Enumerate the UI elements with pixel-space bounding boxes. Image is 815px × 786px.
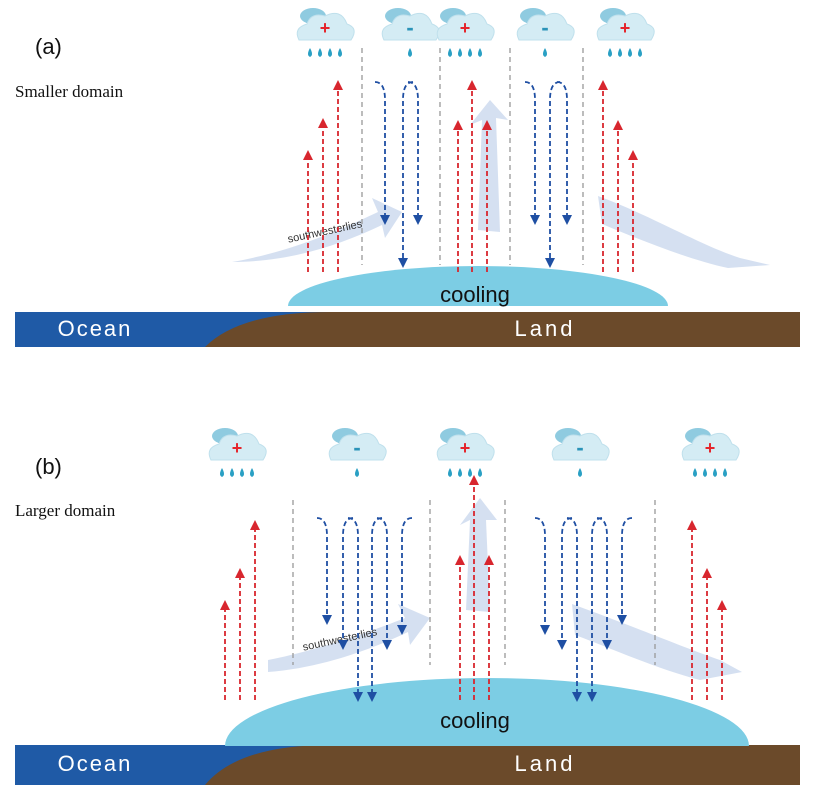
cloud-sign: -: [541, 15, 548, 40]
diagram: southwesterlies+-+-+(a)Smaller domaincoo…: [0, 0, 815, 786]
raindrop: [468, 48, 472, 57]
panel-caption: Larger domain: [15, 501, 116, 520]
arrow-head: [322, 615, 332, 625]
wind-arrow: [470, 100, 508, 232]
raindrop: [723, 468, 727, 477]
arrow-head: [598, 80, 608, 90]
raindrop: [628, 48, 632, 57]
arrow-head: [717, 600, 727, 610]
arrow-head: [467, 80, 477, 90]
raindrop: [478, 468, 482, 477]
raindrop: [638, 48, 642, 57]
cloud-sign: +: [320, 18, 331, 38]
downdraft: [562, 518, 572, 642]
land: [205, 312, 800, 347]
raindrop: [478, 48, 482, 57]
downdraft: [372, 518, 382, 694]
arrow-head: [562, 215, 572, 225]
arrow-head: [318, 118, 328, 128]
cloud-sign: +: [232, 438, 243, 458]
cloud-sign: +: [620, 18, 631, 38]
arrow-head: [545, 258, 555, 268]
wind-arrow: [572, 604, 742, 680]
raindrop: [458, 48, 462, 57]
wind-arrow: [460, 498, 497, 612]
panel-caption: Smaller domain: [15, 82, 124, 101]
panel-label: (a): [35, 34, 62, 59]
downdraft: [557, 82, 567, 217]
raindrop: [468, 468, 472, 477]
cloud-sign: -: [353, 435, 360, 460]
raindrop: [713, 468, 717, 477]
cooling-label: cooling: [440, 708, 510, 733]
raindrop: [318, 48, 322, 57]
arrow-head: [530, 215, 540, 225]
wind-arrow: [598, 196, 770, 268]
raindrop: [408, 48, 412, 57]
raindrop: [230, 468, 234, 477]
downdraft: [592, 518, 602, 694]
arrow-head: [333, 80, 343, 90]
downdraft: [348, 518, 358, 694]
arrow-head: [540, 625, 550, 635]
raindrop: [448, 48, 452, 57]
raindrop: [703, 468, 707, 477]
downdraft: [622, 518, 632, 617]
arrow-head: [557, 640, 567, 650]
downdraft: [403, 82, 413, 260]
arrow-head: [613, 120, 623, 130]
arrow-head: [453, 120, 463, 130]
cooling-label: cooling: [440, 282, 510, 307]
arrow-head: [398, 258, 408, 268]
raindrop: [693, 468, 697, 477]
downdraft: [375, 82, 385, 217]
raindrop: [458, 468, 462, 477]
cloud-sign: -: [406, 15, 413, 40]
arrow-head: [687, 520, 697, 530]
downdraft: [550, 82, 560, 260]
downdraft: [408, 82, 418, 217]
land: [205, 745, 800, 785]
raindrop: [578, 468, 582, 477]
cloud-sign: -: [576, 435, 583, 460]
ocean-label: Ocean: [58, 316, 133, 341]
downdraft: [317, 518, 327, 617]
land-label: Land: [515, 751, 576, 776]
raindrop: [618, 48, 622, 57]
land-label: Land: [515, 316, 576, 341]
raindrop: [355, 468, 359, 477]
cloud-sign: +: [460, 18, 471, 38]
arrow-head: [382, 640, 392, 650]
ocean-label: Ocean: [58, 751, 133, 776]
arrow-head: [455, 555, 465, 565]
arrow-head: [235, 568, 245, 578]
raindrop: [308, 48, 312, 57]
arrow-head: [628, 150, 638, 160]
arrow-head: [220, 600, 230, 610]
raindrop: [240, 468, 244, 477]
raindrop: [250, 468, 254, 477]
raindrop: [220, 468, 224, 477]
downdraft: [343, 518, 353, 642]
arrow-head: [250, 520, 260, 530]
downdraft: [535, 518, 545, 627]
raindrop: [608, 48, 612, 57]
arrow-head: [413, 215, 423, 225]
arrow-head: [303, 150, 313, 160]
cloud-sign: +: [705, 438, 716, 458]
downdraft: [377, 518, 387, 642]
panel-label: (b): [35, 454, 62, 479]
arrow-head: [702, 568, 712, 578]
raindrop: [543, 48, 547, 57]
raindrop: [328, 48, 332, 57]
raindrop: [448, 468, 452, 477]
raindrop: [338, 48, 342, 57]
cloud-sign: +: [460, 438, 471, 458]
downdraft: [525, 82, 535, 217]
